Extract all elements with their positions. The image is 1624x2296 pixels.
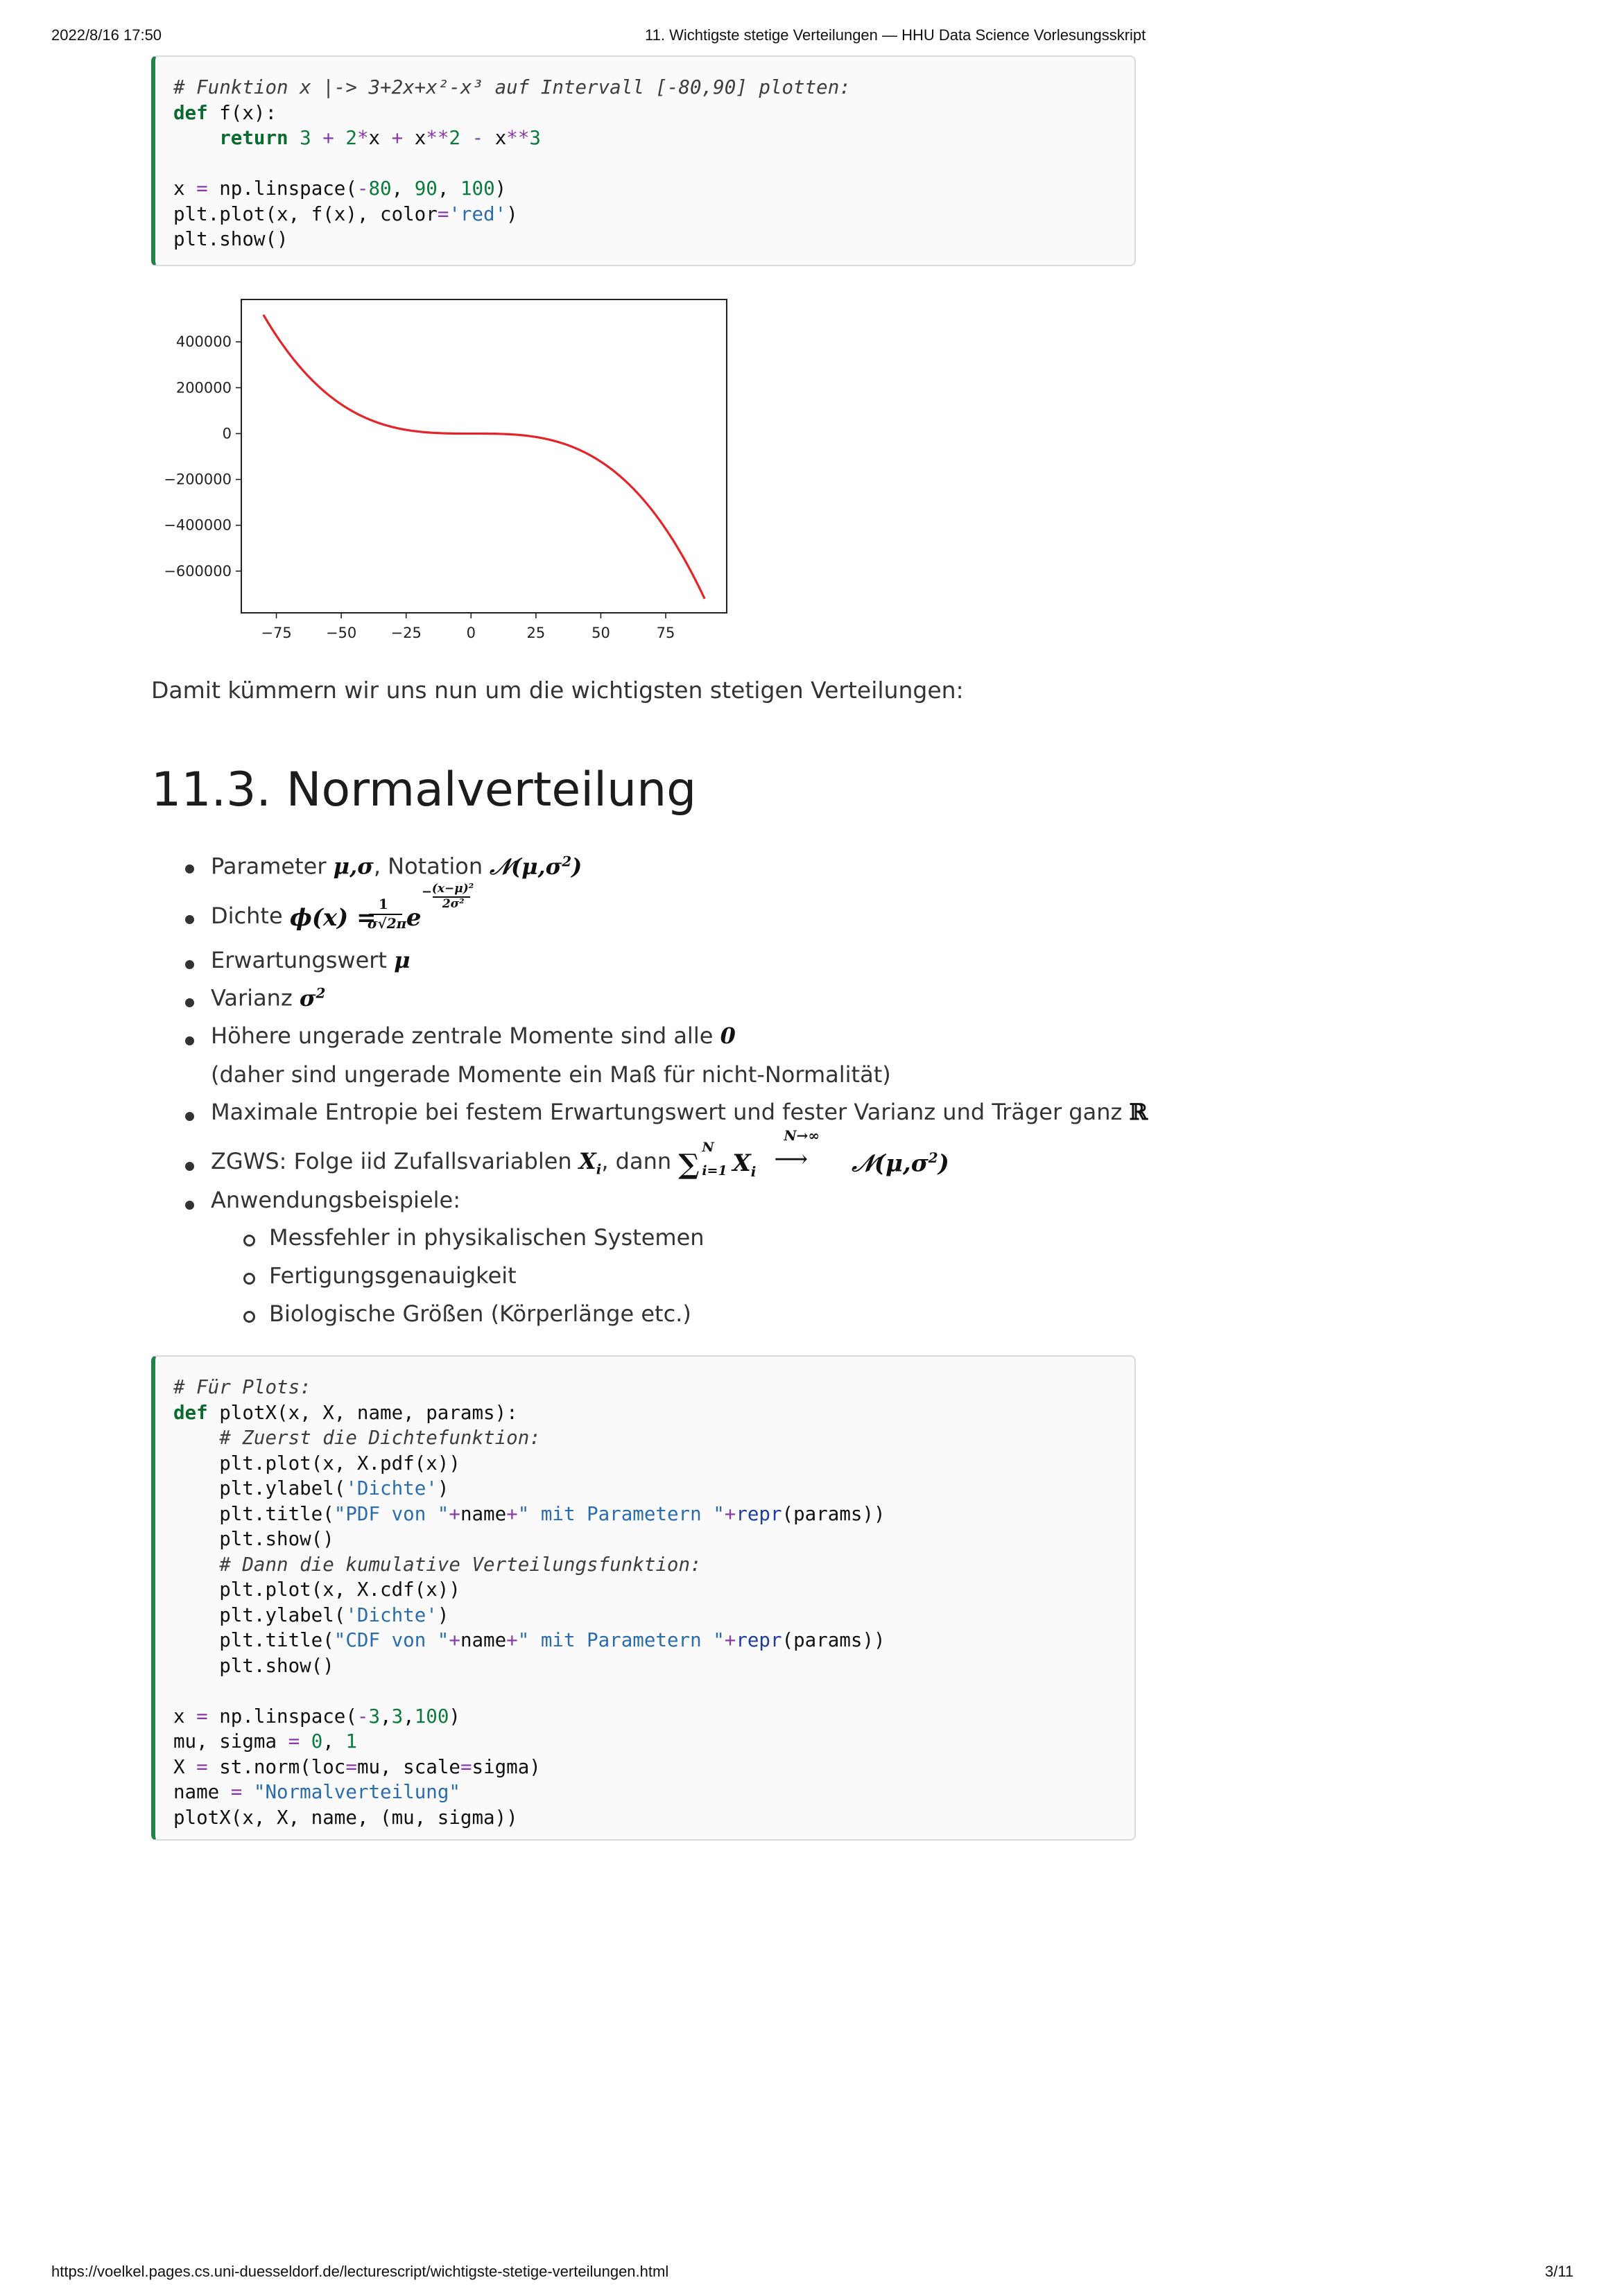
code-line: X = st.norm(loc=mu, scale=sigma) (173, 1755, 541, 1778)
print-page-title: 11. Wichtigste stetige Verteilungen — HH… (645, 26, 1146, 44)
math-normal-notation: 𝒩(μ,σ2) (490, 853, 582, 880)
sub-bullet-ring (243, 1311, 255, 1323)
code-line: name = "Normalverteilung" (173, 1781, 460, 1803)
sub-item-manufacturing: Fertigungsgenauigkeit (269, 1262, 517, 1289)
code-line: # Funktion x |-> 3+2x+x²-x³ auf Interval… (173, 76, 851, 98)
bullet-applications: Anwendungsbeispiele: (211, 1187, 460, 1213)
bullet-max-entropy: Maximale Entropie bei festem Erwartungsw… (211, 1099, 1148, 1125)
bullet-parameters: Parameter μ,σ, Notation 𝒩(μ,σ2) (211, 853, 582, 880)
code-line: plotX(x, X, name, (mu, sigma)) (173, 1806, 518, 1829)
code-line: plt.plot(x, f(x), color='red') (173, 202, 518, 225)
code-line: plt.ylabel('Dichte') (173, 1603, 449, 1626)
x-tick-label: 75 (657, 625, 675, 641)
code-block-plot-function: # Funktion x |-> 3+2x+x²-x³ auf Interval… (151, 55, 1136, 266)
code-line: plt.title("PDF von "+name+" mit Paramete… (173, 1502, 886, 1525)
code-line (173, 151, 1134, 177)
sub-item-biological: Biologische Größen (Körperlänge etc.) (269, 1301, 691, 1327)
bullet-expectation: Erwartungswert μ (211, 947, 411, 973)
y-tick-label: −200000 (164, 471, 232, 488)
bullet-dot (185, 1162, 194, 1171)
code-line: # Zuerst die Dichtefunktion: (219, 1427, 541, 1449)
plot-line-f-x (262, 314, 706, 600)
bullet-dot (185, 1036, 194, 1045)
y-tick-label: −600000 (164, 563, 232, 580)
sub-bullet-ring (243, 1273, 255, 1285)
code-block-plotx: # Für Plots: def plotX(x, X, name, params… (151, 1355, 1136, 1841)
bullet-odd-moments-continuation: (daher sind ungerade Momente ein Maß für… (211, 1061, 891, 1088)
math-clt-formula: ∑ N i=1 Xi N→∞ ⟶ 𝒩(μ,σ2) (678, 1127, 949, 1181)
code-line: mu, sigma = 0, 1 (173, 1730, 357, 1753)
code-line: def plotX(x, X, name, params): (173, 1401, 518, 1424)
code-line: x = np.linspace(-80, 90, 100) (173, 177, 507, 200)
print-timestamp: 2022/8/16 17:50 (51, 26, 162, 44)
plot-frame (241, 299, 727, 614)
y-tick-label: 0 (223, 425, 232, 442)
bullet-density: Dichte ϕ(x) = 1 σ√2π e − (x−μ)² 2σ² (211, 882, 512, 934)
code-line: plt.show() (173, 1528, 334, 1550)
bullet-odd-moments: Höhere ungerade zentrale Momente sind al… (211, 1023, 736, 1049)
code-line: def f(x): (173, 101, 277, 124)
x-tick-label: 0 (467, 625, 476, 641)
paragraph-intro: Damit kümmern wir uns nun um die wichtig… (151, 677, 964, 704)
sub-item-measurement-errors: Messfehler in physikalischen Systemen (269, 1224, 705, 1251)
print-page-number: 3/11 (1545, 2263, 1574, 2280)
bullet-dot (185, 960, 194, 969)
bullet-variance: Varianz σ2 (211, 984, 326, 1011)
code-line: plt.show() (173, 1654, 334, 1677)
x-tick-label: −25 (391, 625, 422, 641)
x-tick-label: −50 (326, 625, 356, 641)
code-line: plt.plot(x, X.cdf(x)) (173, 1578, 460, 1601)
bullet-dot (185, 915, 194, 924)
cubic-function-plot: −75 −50 −25 0 25 50 75 400000 200000 0 −200000 −400… (164, 299, 727, 641)
sub-bullet-ring (243, 1235, 255, 1246)
x-tick-label: 50 (591, 625, 610, 641)
code-line: # Für Plots: (173, 1376, 311, 1398)
y-tick-label: 200000 (176, 379, 232, 396)
code-line: plt.plot(x, X.pdf(x)) (173, 1452, 460, 1475)
section-title-normalverteilung: 11.3. Normalverteilung (151, 763, 697, 817)
math-mu-sigma: μ,σ (333, 853, 374, 880)
code-line: x = np.linspace(-3,3,100) (173, 1705, 460, 1728)
bullet-dot (185, 1201, 194, 1210)
code-line: plt.ylabel('Dichte') (173, 1477, 449, 1499)
code-line: return 3 + 2*x + x**2 - x**3 (219, 127, 541, 149)
x-tick-label: 25 (526, 625, 545, 641)
math-density-formula: ϕ(x) = 1 σ√2π e − (x−μ)² 2σ² (289, 882, 474, 932)
code-line: plt.show() (173, 228, 288, 250)
code-line (173, 1678, 1134, 1704)
code-line: plt.title("CDF von "+name+" mit Paramete… (173, 1629, 886, 1651)
y-tick-label: 400000 (176, 333, 232, 350)
bullet-clt: ZGWS: Folge iid Zufallsvariablen Xi, dan… (211, 1127, 969, 1181)
bullet-dot (185, 1112, 194, 1121)
x-tick-label: −75 (261, 625, 291, 641)
y-tick-label: −400000 (164, 517, 232, 534)
bullet-dot (185, 864, 194, 873)
print-url: https://voelkel.pages.cs.uni-duesseldorf… (51, 2263, 669, 2280)
code-line: # Dann die kumulative Verteilungsfunktio… (219, 1553, 702, 1576)
bullet-dot (185, 998, 194, 1007)
